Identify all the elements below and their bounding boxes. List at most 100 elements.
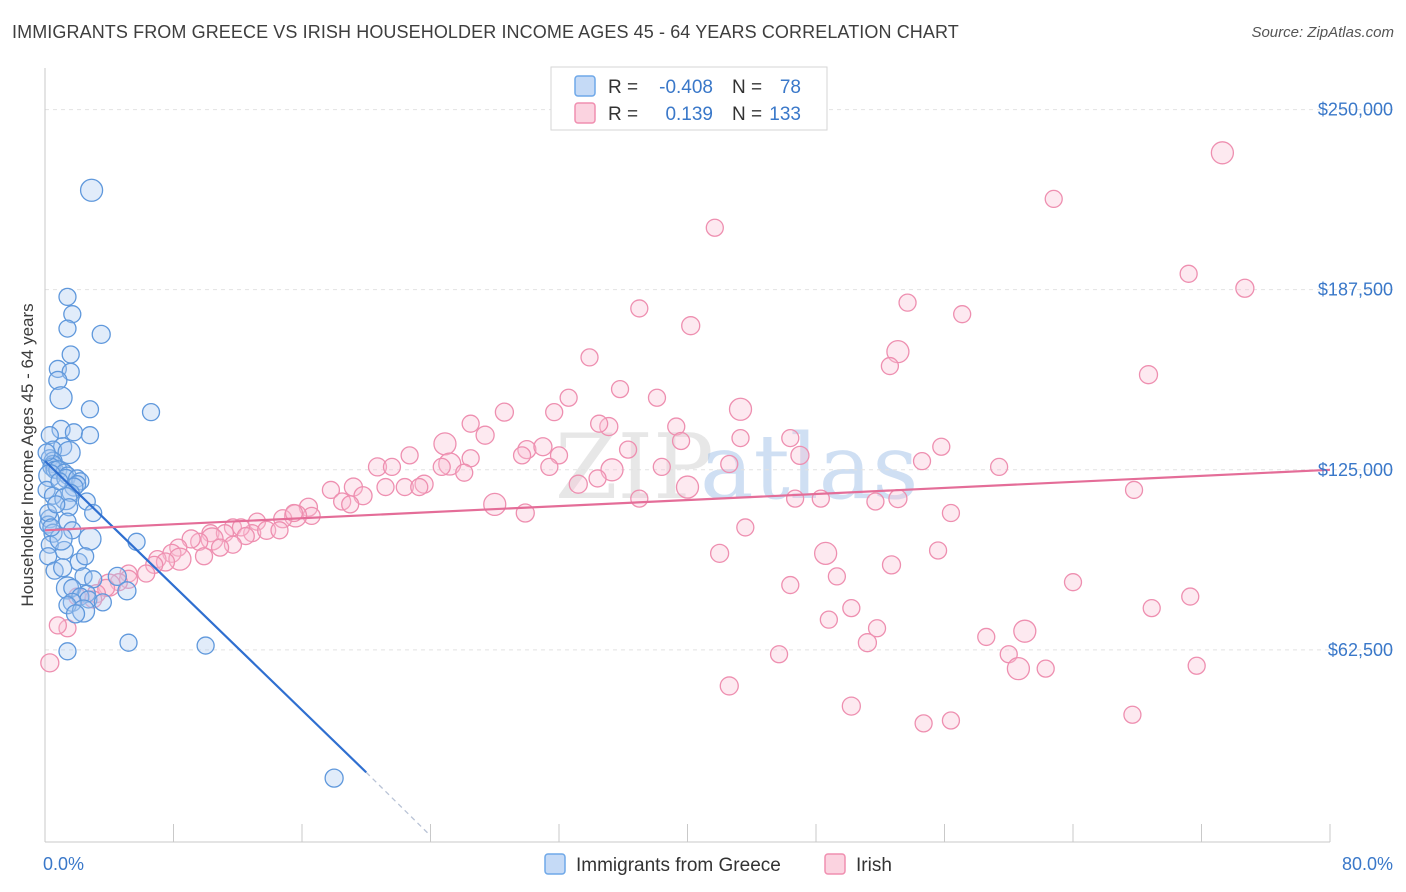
irish-point: [414, 474, 434, 494]
irish-point: [720, 454, 739, 474]
irish-point: [540, 457, 559, 477]
greece-point: [78, 527, 102, 551]
irish-point: [705, 218, 724, 237]
irish-point: [181, 529, 201, 549]
bottom-legend: Immigrants from Greece Irish: [544, 853, 892, 876]
irish-point: [880, 356, 900, 376]
irish-point: [137, 564, 156, 583]
greece-trend-line: [44, 460, 368, 774]
irish-point: [842, 598, 861, 618]
irish-point: [40, 653, 60, 673]
greece-point: [61, 345, 80, 364]
chart-source: Source: ZipAtlas.com: [1251, 24, 1394, 41]
greece-point: [48, 370, 68, 391]
greece-point: [61, 362, 80, 381]
x-tick-labels: 0.0% 80.0%: [43, 854, 1393, 874]
irish-point: [231, 518, 251, 537]
irish-point: [580, 348, 599, 367]
greece-point: [64, 423, 84, 442]
legend: R = -0.408 N = 78 R = 0.139 N = 133: [550, 66, 828, 131]
irish-point: [977, 627, 996, 647]
greece-point: [49, 386, 73, 410]
y-tick-label: $62,500: [1328, 640, 1393, 660]
irish-point: [819, 610, 838, 629]
chart-title: IMMIGRANTS FROM GREECE VS IRISH HOUSEHOL…: [12, 22, 959, 42]
irish-point: [433, 432, 457, 456]
irish-point: [545, 403, 564, 422]
irish-point: [827, 567, 847, 586]
greece-point: [49, 527, 73, 551]
irish-point: [618, 440, 638, 459]
irish-point: [813, 541, 838, 566]
greece-point: [50, 472, 69, 491]
irish-point: [912, 451, 932, 471]
legend-swatch-greece: [574, 75, 596, 97]
greece-point: [119, 633, 138, 652]
irish-point: [48, 616, 67, 635]
greece-trend-extension: [365, 771, 431, 837]
irish-point: [512, 446, 532, 465]
greece-point: [76, 547, 95, 566]
irish-point: [647, 388, 667, 407]
y-tick-label: $187,500: [1318, 280, 1393, 300]
irish-point: [1063, 573, 1083, 592]
greece-point: [57, 440, 81, 465]
irish-point: [728, 397, 753, 421]
irish-point: [410, 477, 429, 497]
irish-point: [302, 506, 321, 526]
irish-point: [781, 575, 800, 595]
irish-point: [941, 503, 961, 523]
irish-point: [941, 711, 961, 730]
irish-point: [432, 457, 451, 477]
bottom-legend-swatch-greece: [544, 853, 566, 875]
irish-point: [932, 437, 951, 456]
irish-point: [590, 414, 609, 433]
greece-point: [196, 636, 215, 655]
legend-n-label-greece: N =: [732, 77, 762, 98]
irish-point: [270, 521, 289, 540]
irish-point: [1210, 141, 1235, 165]
greece-point: [84, 503, 103, 523]
irish-point: [630, 299, 649, 318]
irish-point: [341, 495, 360, 514]
irish-point: [155, 552, 176, 572]
y-tick-label: $250,000: [1318, 100, 1393, 120]
greece-point: [53, 558, 73, 578]
irish-point: [257, 520, 277, 540]
irish-point: [367, 457, 388, 477]
irish-point: [914, 714, 933, 733]
irish-point: [1013, 619, 1037, 643]
legend-n-label-irish: N =: [732, 104, 762, 125]
irish-point: [395, 477, 414, 497]
greece-point: [42, 518, 61, 537]
irish-point: [517, 439, 537, 460]
irish-point: [588, 469, 607, 488]
greece-point: [58, 642, 77, 661]
greece-point: [80, 426, 100, 445]
irish-point: [400, 446, 419, 465]
irish-point: [600, 458, 624, 482]
bottom-legend-greece: Immigrants from Greece: [576, 855, 781, 876]
irish-points: [40, 141, 1255, 733]
legend-r-value-irish: 0.139: [665, 104, 713, 125]
irish-point: [681, 316, 701, 336]
irish-point: [96, 578, 116, 598]
irish-point: [1006, 656, 1031, 681]
irish-point: [667, 417, 686, 436]
irish-point: [1187, 656, 1206, 675]
irish-point: [857, 633, 878, 653]
irish-point: [236, 526, 255, 546]
irish-point: [194, 547, 214, 566]
irish-point: [210, 538, 230, 557]
irish-point: [769, 645, 789, 664]
greece-point: [79, 178, 104, 202]
irish-point: [1124, 480, 1144, 500]
irish-point: [790, 445, 810, 466]
irish-point: [719, 676, 739, 696]
greece-point: [37, 443, 56, 462]
greece-point: [324, 768, 344, 788]
y-tick-labels: $62,500 $125,000 $187,500 $250,000: [1318, 100, 1393, 660]
x-tick-label: 0.0%: [43, 854, 84, 874]
irish-point: [533, 437, 553, 457]
greece-point: [65, 604, 86, 624]
